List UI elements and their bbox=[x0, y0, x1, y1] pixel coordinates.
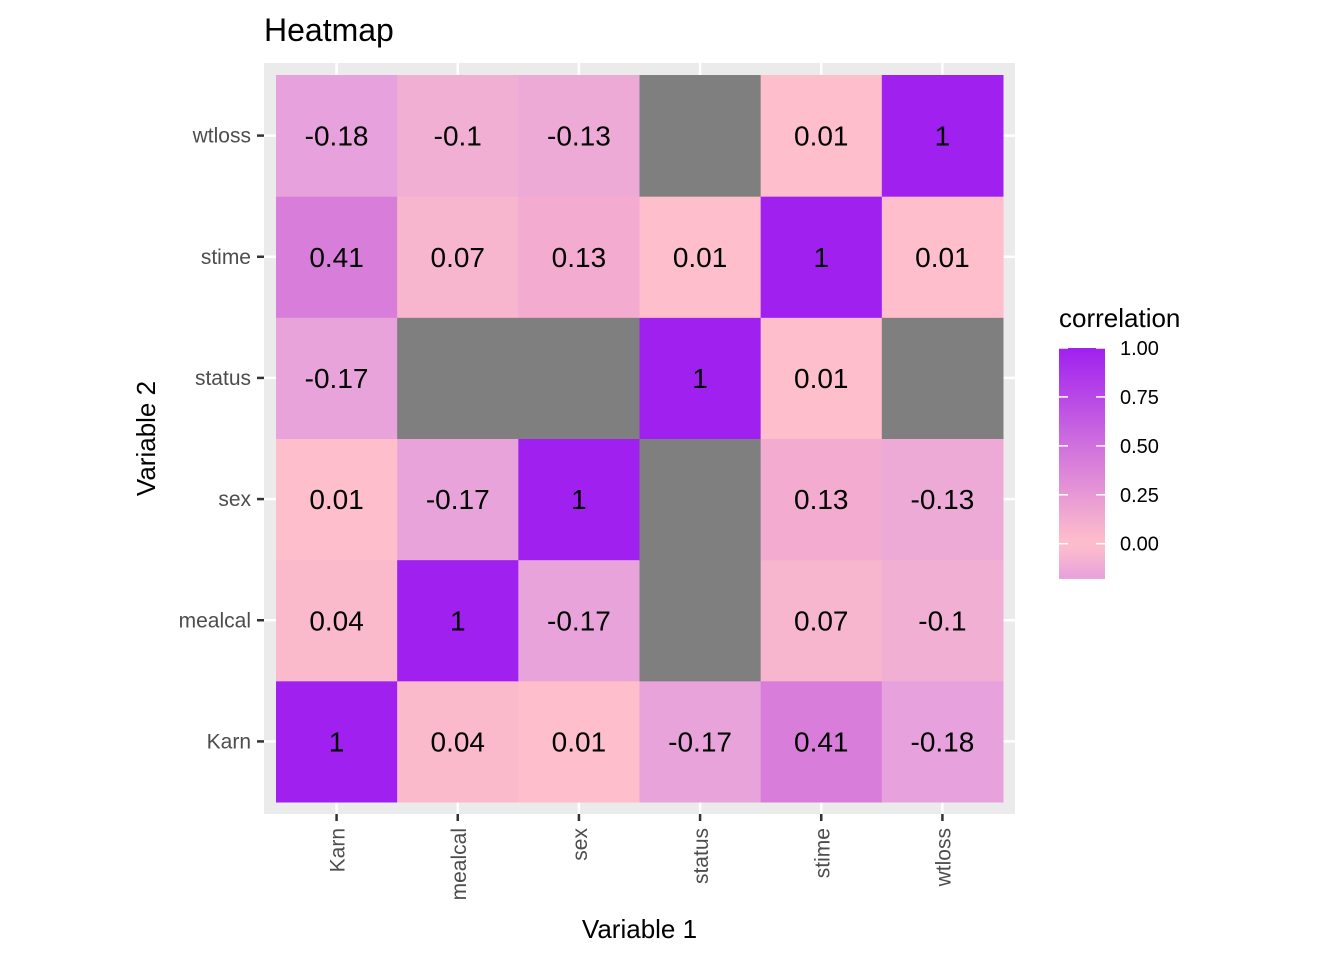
x-axis-title: Variable 1 bbox=[582, 914, 697, 944]
heatmap-cell-mealcal-wtloss bbox=[397, 75, 519, 197]
heatmap-cell-labels: 1 0.04 0.01 -0.17 0.41 -0.18 0.04 1 -0.17 0.07 -0.… bbox=[305, 121, 975, 758]
legend: correlation 1.00 0.75 0.50 0.25 0.00 bbox=[1059, 303, 1180, 579]
heatmap-cell-status-status bbox=[639, 317, 762, 440]
cell-label-stime-sex: 0.13 bbox=[794, 484, 849, 515]
cell-label-status-status: 1 bbox=[692, 363, 708, 394]
heatmap-cell-wtloss-wtloss bbox=[881, 75, 1004, 197]
cell-label-stime-wtloss: 0.01 bbox=[794, 121, 849, 152]
heatmap-cell-Karn-sex bbox=[276, 438, 398, 561]
cell-label-stime-status: 0.01 bbox=[794, 363, 849, 394]
cell-label-Karn-stime: 0.41 bbox=[309, 242, 364, 273]
heatmap-cell-stime-mealcal bbox=[760, 559, 883, 682]
legend-tick-label: 1.00 bbox=[1120, 338, 1159, 360]
heatmap-cell-status-mealcal bbox=[639, 559, 762, 682]
cell-label-mealcal-wtloss: -0.1 bbox=[434, 121, 482, 152]
y-tick-label: Karn bbox=[207, 730, 251, 753]
cell-label-status-stime: 0.01 bbox=[673, 242, 728, 273]
chart-title: Heatmap bbox=[264, 12, 394, 48]
cell-label-wtloss-sex: -0.13 bbox=[911, 484, 975, 515]
cell-label-wtloss-stime: 0.01 bbox=[915, 242, 970, 273]
y-tick-label: wtloss bbox=[192, 125, 251, 148]
cell-label-Karn-mealcal: 0.04 bbox=[309, 605, 364, 636]
heatmap-cell-wtloss-sex bbox=[881, 438, 1004, 561]
x-tick-label: wtloss bbox=[932, 828, 955, 887]
x-tick-label: sex bbox=[569, 828, 592, 861]
heatmap-cell-wtloss-Karn bbox=[881, 680, 1004, 803]
cell-label-wtloss-mealcal: -0.1 bbox=[918, 605, 966, 636]
cell-label-status-Karn: -0.17 bbox=[668, 726, 732, 757]
heatmap-cell-stime-status bbox=[760, 317, 883, 440]
heatmap-cell-wtloss-status bbox=[881, 317, 1004, 440]
heatmap-cell-wtloss-mealcal bbox=[881, 559, 1004, 682]
legend-tick-label: 0.75 bbox=[1120, 387, 1159, 409]
y-axis: Karn mealcal sex status stime wtloss bbox=[179, 125, 264, 753]
cell-label-sex-Karn: 0.01 bbox=[552, 726, 607, 757]
legend-title: correlation bbox=[1059, 303, 1180, 333]
heatmap-cell-mealcal-Karn bbox=[397, 680, 519, 803]
cell-label-mealcal-Karn: 0.04 bbox=[431, 726, 486, 757]
cell-label-wtloss-wtloss: 1 bbox=[935, 121, 951, 152]
heatmap-cell-Karn-mealcal bbox=[276, 559, 398, 682]
heatmap-cell-sex-status bbox=[518, 317, 641, 440]
y-tick-label: status bbox=[195, 367, 251, 390]
heatmap-cell-status-stime bbox=[639, 196, 762, 318]
cell-label-mealcal-stime: 0.07 bbox=[431, 242, 486, 273]
cell-label-Karn-status: -0.17 bbox=[305, 363, 369, 394]
heatmap-cells bbox=[276, 75, 1004, 803]
cell-label-Karn-Karn: 1 bbox=[329, 726, 345, 757]
heatmap-cell-mealcal-stime bbox=[397, 196, 519, 318]
legend-tick-label: 0.00 bbox=[1120, 534, 1159, 556]
heatmap-cell-mealcal-status bbox=[397, 317, 519, 440]
heatmap-cell-stime-sex bbox=[760, 438, 883, 561]
heatmap-cell-sex-stime bbox=[518, 196, 641, 318]
heatmap-cell-sex-sex bbox=[518, 438, 641, 561]
heatmap-cell-mealcal-mealcal bbox=[397, 559, 519, 682]
heatmap-cell-stime-Karn bbox=[760, 680, 883, 803]
x-tick-label: status bbox=[690, 828, 713, 884]
cell-label-Karn-sex: 0.01 bbox=[309, 484, 364, 515]
cell-label-mealcal-sex: -0.17 bbox=[426, 484, 490, 515]
heatmap-cell-status-wtloss bbox=[639, 75, 762, 197]
cell-label-mealcal-mealcal: 1 bbox=[450, 605, 466, 636]
heatmap-cell-status-Karn bbox=[639, 680, 762, 803]
cell-label-stime-mealcal: 0.07 bbox=[794, 605, 849, 636]
x-tick-label: Karn bbox=[327, 828, 350, 872]
heatmap-cell-status-sex bbox=[639, 438, 762, 561]
x-axis: Karn mealcal sex status stime wtloss bbox=[327, 814, 955, 900]
heatmap-cell-Karn-status bbox=[276, 317, 398, 440]
legend-tick-label: 0.50 bbox=[1120, 436, 1159, 458]
y-tick-label: mealcal bbox=[179, 609, 251, 632]
heatmap-cell-mealcal-sex bbox=[397, 438, 519, 561]
y-axis-title: Variable 2 bbox=[131, 381, 161, 496]
cell-label-sex-wtloss: -0.13 bbox=[547, 121, 611, 152]
heatmap-cell-Karn-wtloss bbox=[276, 75, 398, 197]
cell-label-wtloss-Karn: -0.18 bbox=[911, 726, 975, 757]
cell-label-sex-sex: 1 bbox=[571, 484, 587, 515]
cell-label-stime-Karn: 0.41 bbox=[794, 726, 849, 757]
cell-label-sex-mealcal: -0.17 bbox=[547, 605, 611, 636]
heatmap-cell-sex-Karn bbox=[518, 680, 641, 803]
cell-label-sex-stime: 0.13 bbox=[552, 242, 607, 273]
heatmap-cell-Karn-stime bbox=[276, 196, 398, 318]
heatmap-cell-stime-wtloss bbox=[760, 75, 883, 197]
x-tick-label: mealcal bbox=[448, 828, 471, 900]
heatmap-cell-Karn-Karn bbox=[276, 680, 398, 803]
heatmap-cell-sex-mealcal bbox=[518, 559, 641, 682]
legend-colorbar bbox=[1059, 348, 1105, 579]
x-tick-label: stime bbox=[811, 828, 834, 878]
cell-label-Karn-wtloss: -0.18 bbox=[305, 121, 369, 152]
y-tick-label: sex bbox=[218, 488, 251, 511]
y-tick-label: stime bbox=[201, 246, 251, 269]
legend-tick-label: 0.25 bbox=[1120, 485, 1159, 507]
cell-label-stime-stime: 1 bbox=[813, 242, 829, 273]
heatmap-cell-stime-stime bbox=[760, 196, 883, 318]
heatmap-cell-sex-wtloss bbox=[518, 75, 641, 197]
heatmap-cell-wtloss-stime bbox=[881, 196, 1004, 318]
